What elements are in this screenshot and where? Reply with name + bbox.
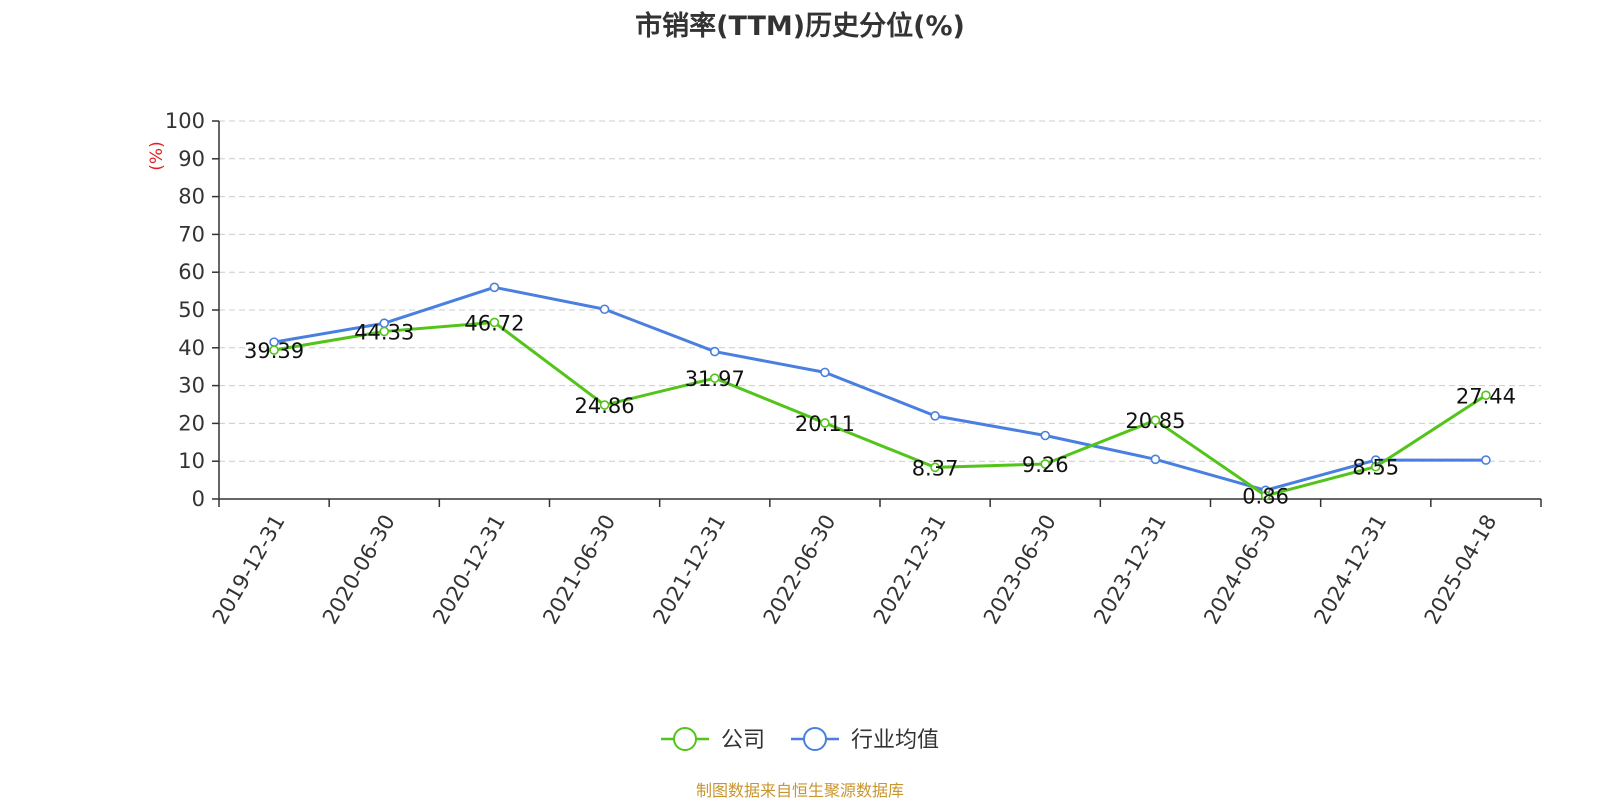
x-tick-label: 2021-12-31 [648,511,730,629]
legend-label: 行业均值 [851,728,939,753]
data-label: 8.55 [1352,456,1399,480]
x-tick-label: 2022-06-30 [759,511,841,629]
data-label: 20.85 [1125,409,1185,433]
x-tick-label: 2025-04-18 [1420,511,1502,629]
series-point-0 [599,400,610,410]
legend-label: 公司 [721,728,765,753]
x-tick-label: 2023-12-31 [1089,511,1171,629]
series-point-0 [1370,461,1381,472]
data-label: 8.37 [912,456,959,480]
x-tick-label: 2024-06-30 [1199,511,1281,629]
series-point-0 [820,418,830,428]
axes: 0 10 20 30 40 50 60 70 80 90 100 (%) 2019-12-31 2020-… [147,109,1542,629]
series-point-0 [1260,490,1271,501]
x-tick-label: 2020-06-30 [318,511,400,629]
series-line-0 [273,320,1487,498]
data-label: 0.86 [1242,485,1289,509]
y-tick-label: 20 [178,411,205,435]
data-labels: 39.39 44.33 46.72 24.86 31.97 20.11 8.37 9.26 20… [244,311,1516,508]
series-point-0 [930,462,940,473]
y-axis-label: (%) [147,141,167,170]
y-tick-label: 30 [178,374,205,398]
series-point-0 [489,317,500,328]
series-point-0 [709,373,720,383]
series-point-1 [489,282,500,293]
data-label: 44.33 [354,320,414,344]
y-tick-label: 100 [165,109,205,133]
series-point-1 [930,411,940,421]
series-point-0 [269,345,279,355]
y-tick-label: 40 [178,336,205,360]
data-label: 27.44 [1456,384,1516,408]
data-label: 31.97 [685,367,745,391]
y-tick-label: 10 [178,449,205,473]
series-point-1 [1150,454,1161,465]
y-tick-label: 60 [178,260,205,284]
series-point-0 [1481,390,1491,401]
data-label: 24.86 [575,394,635,418]
legend-marker [803,727,827,751]
chart-title: 市销率(TTM)历史分位(%) [635,11,965,42]
y-tick-label: 70 [178,222,205,246]
legend[interactable]: 公司 行业均值 [661,727,939,753]
x-tick-label: 2021-06-30 [538,511,620,629]
x-tick-label: 2023-06-30 [979,511,1061,629]
legend-item-1[interactable]: 行业均值 [791,727,939,753]
x-tick-label: 2022-12-31 [869,511,951,629]
series-point-0 [1150,415,1161,425]
series-line-1 [273,285,1486,492]
data-label: 46.72 [464,311,524,335]
series-point-1 [1481,455,1491,465]
data-label: 20.11 [795,412,855,436]
y-tick-label: 50 [178,298,205,322]
series-point-1 [709,346,720,357]
data-label: 39.39 [244,339,304,363]
data-label: 9.26 [1022,453,1069,477]
series-lines [269,282,1491,501]
y-tick-label: 90 [178,147,205,171]
data-source-note: 制图数据来自恒生聚源数据库 [695,781,904,800]
legend-marker [673,727,697,751]
series-point-0 [379,326,390,337]
legend-item-0[interactable]: 公司 [661,727,765,753]
grid-lines [219,120,1541,462]
series-point-1 [820,367,830,378]
series-point-0 [1040,459,1051,469]
x-tick-label: 2024-12-31 [1309,511,1391,629]
y-tick-label: 0 [192,487,205,511]
series-point-1 [599,304,610,315]
series-point-1 [1040,430,1051,441]
x-tick-label: 2020-12-31 [428,511,510,629]
y-tick-label: 80 [178,185,205,209]
x-tick-label: 2019-12-31 [208,511,290,629]
